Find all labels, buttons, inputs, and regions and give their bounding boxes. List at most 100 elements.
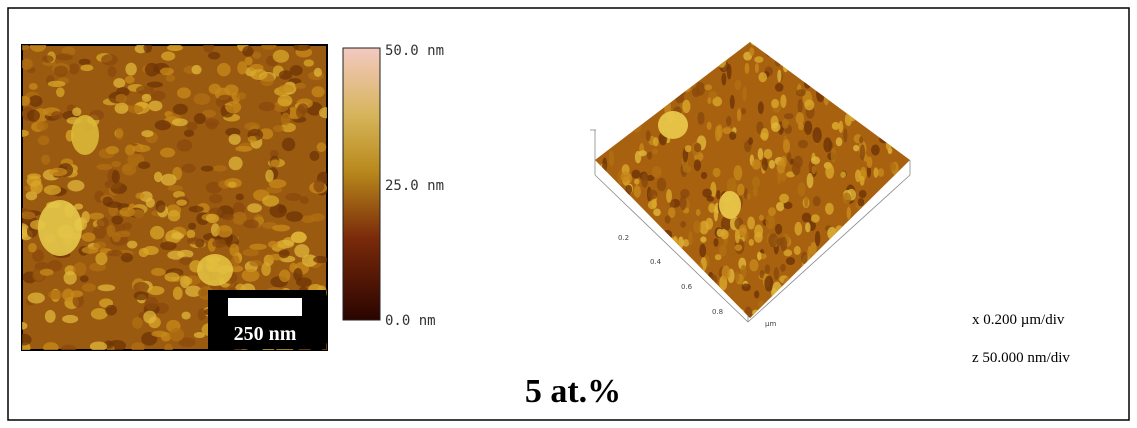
grain	[840, 171, 846, 178]
grain	[783, 139, 790, 153]
grain	[281, 113, 290, 126]
grain	[647, 151, 652, 159]
grain	[804, 121, 812, 135]
grain	[183, 277, 192, 285]
grain	[177, 87, 191, 98]
grain	[250, 69, 267, 80]
grain	[764, 276, 773, 292]
grain	[186, 122, 197, 131]
grain	[21, 58, 33, 70]
grain	[69, 63, 80, 74]
grain	[775, 224, 782, 235]
grain	[787, 152, 792, 162]
grain	[30, 180, 42, 194]
grain	[278, 95, 293, 107]
grain	[794, 246, 801, 255]
grain	[775, 83, 784, 92]
grain	[859, 136, 863, 143]
grain	[194, 113, 206, 124]
grain	[858, 198, 864, 206]
grain	[229, 156, 243, 170]
grain	[125, 63, 136, 76]
colorbar-label: 25.0 nm	[385, 178, 444, 194]
grain	[301, 215, 315, 223]
grain	[745, 63, 750, 74]
grain	[847, 207, 851, 219]
grain	[634, 178, 639, 184]
grain	[735, 80, 742, 90]
grain	[708, 91, 717, 99]
grain	[825, 164, 834, 179]
grain	[209, 194, 222, 203]
grain	[780, 237, 787, 252]
grain	[229, 244, 239, 257]
scale-bar	[228, 298, 302, 316]
grain	[802, 213, 812, 223]
grain	[181, 312, 190, 320]
grain	[40, 269, 54, 276]
grain	[739, 224, 747, 236]
grain	[48, 290, 63, 300]
axis-label: 0.4	[650, 258, 662, 266]
grain	[279, 84, 294, 93]
grain	[295, 83, 306, 89]
grain	[648, 190, 658, 200]
grain	[49, 168, 67, 177]
grain	[758, 148, 763, 160]
grain	[771, 99, 779, 108]
grain	[197, 254, 233, 286]
grain	[807, 173, 814, 188]
grain	[609, 150, 614, 166]
grain	[98, 284, 115, 291]
grain	[804, 99, 814, 110]
grain	[697, 112, 704, 125]
grain	[768, 233, 778, 247]
grain	[796, 112, 804, 125]
grain	[261, 262, 271, 276]
grain	[310, 151, 320, 161]
grain	[747, 216, 755, 229]
axis-label: 0.2	[618, 234, 629, 242]
grain	[97, 164, 113, 170]
grain	[719, 244, 727, 256]
grain	[313, 180, 324, 193]
grain	[680, 221, 686, 228]
grain	[108, 66, 117, 77]
grain	[67, 180, 84, 191]
grain	[812, 127, 821, 143]
grain	[116, 127, 124, 140]
grain	[811, 214, 820, 222]
grain	[804, 195, 808, 207]
grain	[187, 230, 196, 239]
grain	[206, 214, 219, 224]
grain	[749, 239, 754, 246]
grain	[135, 193, 144, 200]
grain	[161, 51, 175, 60]
grain	[188, 223, 196, 230]
colorbar-label: 0.0 nm	[385, 313, 436, 329]
grain	[762, 158, 768, 171]
grain	[243, 219, 259, 228]
grain	[201, 166, 214, 172]
x-scale: x 0.200 µm/div	[972, 312, 1065, 328]
grain	[291, 232, 307, 243]
grain	[737, 108, 741, 121]
grain	[798, 99, 803, 115]
grain	[752, 176, 760, 188]
grain	[56, 87, 65, 97]
grain	[177, 139, 193, 151]
grain	[769, 160, 775, 169]
grain	[125, 76, 135, 84]
grain	[793, 156, 803, 169]
axis-unit: µm	[765, 320, 776, 328]
grain	[721, 73, 726, 86]
grain	[639, 150, 647, 156]
grain	[48, 81, 66, 87]
grain	[224, 84, 238, 95]
grain	[717, 124, 723, 138]
grain	[105, 305, 117, 316]
grain	[786, 257, 795, 265]
grain	[680, 189, 690, 198]
grain	[696, 209, 701, 216]
grain	[761, 128, 769, 141]
